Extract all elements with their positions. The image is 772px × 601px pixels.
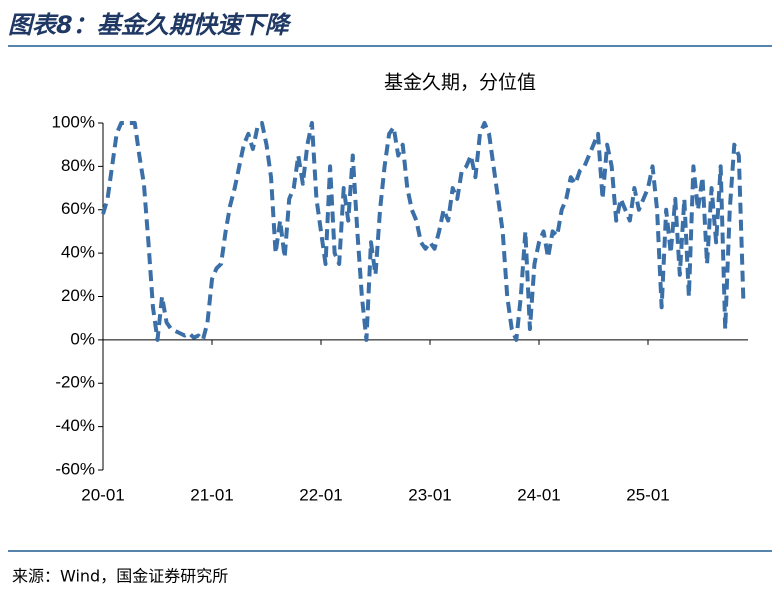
y-tick-label: 40% [61, 243, 95, 262]
line-series [101, 121, 746, 342]
x-tick-label: 20-01 [81, 485, 124, 504]
y-tick-label: 100% [52, 112, 95, 131]
source: 来源：Wind，国金证券研究所 [12, 567, 228, 586]
y-tick-label: 80% [61, 156, 95, 175]
legend-label: 基金久期，分位值 [384, 72, 536, 94]
y-tick-label: -40% [55, 416, 95, 435]
y-tick-label: 60% [61, 199, 95, 218]
y-tick-label: -20% [55, 373, 95, 392]
x-tick-label: 25-01 [626, 485, 669, 504]
x-tick-label: 21-01 [190, 485, 233, 504]
y-tick-label: -60% [55, 459, 95, 478]
x-tick-label: 22-01 [299, 485, 342, 504]
y-tick-label: 0% [70, 329, 95, 348]
x-tick-label: 24-01 [517, 485, 560, 504]
y-tick-label: 20% [61, 286, 95, 305]
x-tick-label: 23-01 [408, 485, 451, 504]
chart-title: 图表8：基金久期快速下降 [8, 11, 292, 39]
